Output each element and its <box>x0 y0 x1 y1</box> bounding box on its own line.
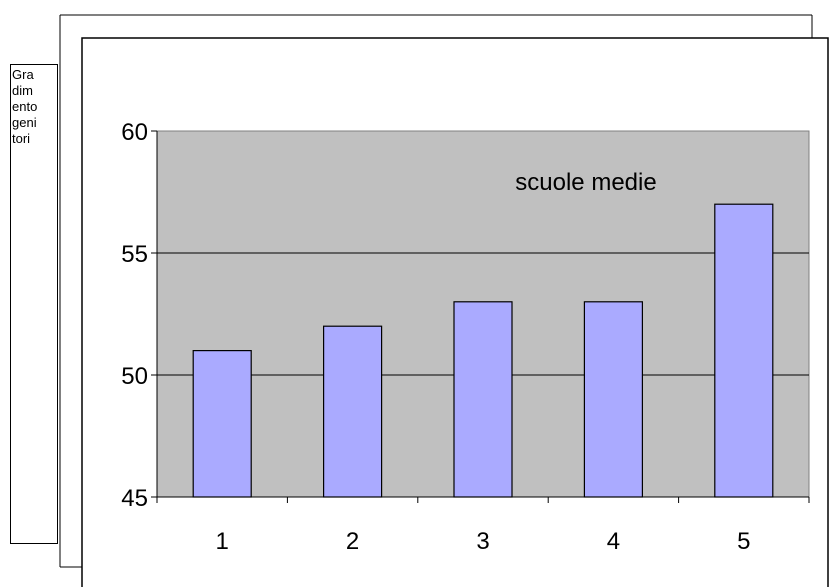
bar <box>192 350 252 498</box>
side-label-line: Gra <box>12 67 34 82</box>
x-tick-labels: 1 2 3 4 5 <box>216 528 751 555</box>
x-tick-label: 3 <box>476 528 489 555</box>
x-tick-label: 1 <box>216 528 229 555</box>
y-tick-label: 55 <box>121 241 148 268</box>
y-tick-label: 60 <box>121 119 148 146</box>
side-label-line: geni <box>12 115 37 130</box>
y-tick-label: 50 <box>121 363 148 390</box>
bar <box>714 203 774 498</box>
bars <box>192 203 774 498</box>
x-tick-label: 5 <box>737 528 750 555</box>
axes <box>151 130 810 503</box>
chart-annotation: scuole medie <box>515 169 656 196</box>
side-label-line: ento <box>12 99 38 114</box>
side-label-line: tori <box>12 131 31 146</box>
y-tick-label: 45 <box>121 485 148 512</box>
bar <box>323 325 383 498</box>
side-label-box: Gra dim ento geni tori <box>10 64 58 544</box>
x-tick-label: 4 <box>607 528 620 555</box>
side-label-line: dim <box>12 83 33 98</box>
bar <box>583 301 644 498</box>
y-tick-labels: 45 50 55 60 <box>121 119 148 512</box>
x-tick-label: 2 <box>346 528 359 555</box>
bar <box>453 301 513 498</box>
